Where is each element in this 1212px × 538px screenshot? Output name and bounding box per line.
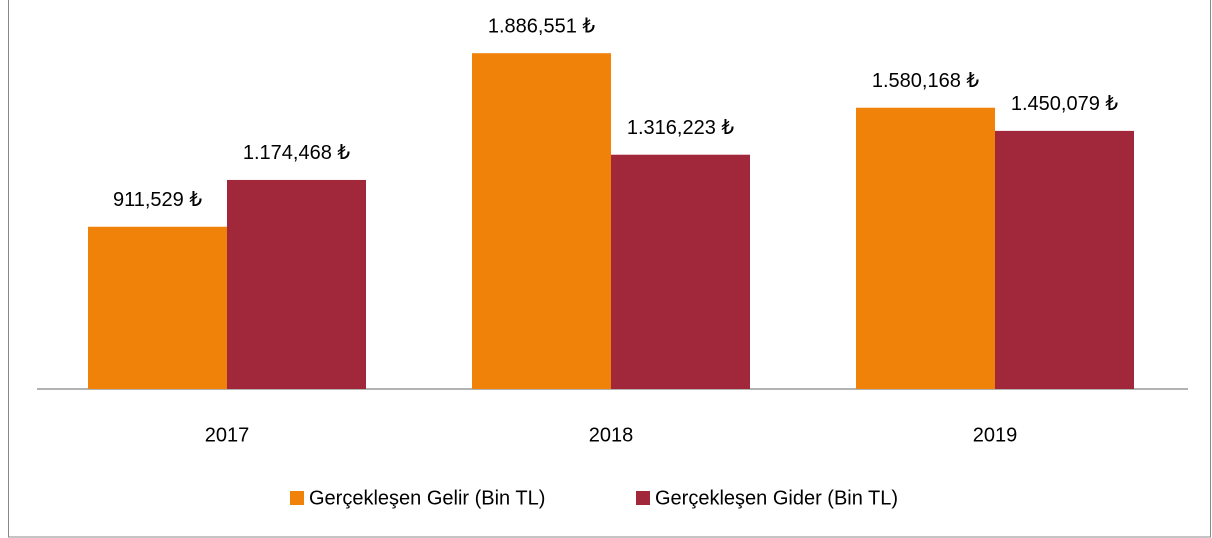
data-label: 1.450,079 ₺ — [1011, 93, 1119, 115]
bar — [88, 226, 227, 389]
bar — [995, 130, 1134, 390]
bar — [611, 154, 750, 389]
data-label: 1.174,468 ₺ — [243, 142, 351, 164]
bar — [227, 179, 366, 389]
bar — [472, 53, 611, 390]
data-label: 1.580,168 ₺ — [872, 70, 980, 92]
x-tick-label: 2018 — [589, 424, 634, 446]
legend-swatch — [636, 491, 650, 505]
legend-label: Gerçekleşen Gelir (Bin TL) — [309, 487, 545, 509]
legend-label: Gerçekleşen Gider (Bin TL) — [655, 487, 898, 509]
legend-swatch — [290, 491, 304, 505]
x-tick-label: 2019 — [973, 424, 1018, 446]
bar — [856, 107, 995, 389]
data-label: 1.316,223 ₺ — [627, 117, 735, 139]
x-tick-label: 2017 — [205, 424, 250, 446]
data-label: 1.886,551 ₺ — [488, 15, 596, 37]
data-label: 911,529 ₺ — [113, 189, 202, 211]
